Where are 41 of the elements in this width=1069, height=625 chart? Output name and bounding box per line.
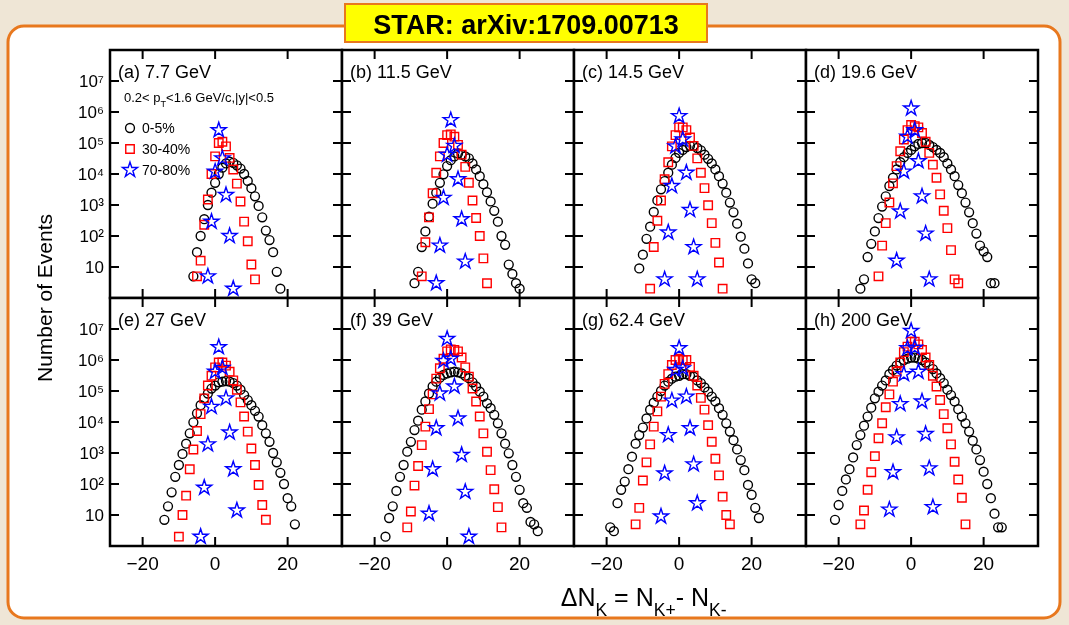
y-tick-label: 10⁶ bbox=[78, 351, 104, 370]
x-tick-label: 20 bbox=[509, 553, 531, 574]
text: (c) 14.5 GeV bbox=[582, 62, 685, 82]
y-tick-label: 10⁷ bbox=[78, 72, 104, 91]
y-tick-label: 10³ bbox=[79, 196, 105, 215]
legend-label: 30-40% bbox=[142, 141, 191, 157]
x-tick-label: 20 bbox=[277, 553, 299, 574]
y-tick-label: 10⁵ bbox=[78, 382, 104, 401]
text: (e) 27 GeV bbox=[118, 310, 207, 330]
y-tick-label: 10 bbox=[85, 506, 104, 525]
text: (b) 11.5 GeV bbox=[350, 62, 452, 82]
x-tick-label: 0 bbox=[209, 553, 221, 574]
x-tick-label: −20 bbox=[358, 553, 391, 574]
y-tick-label: 10 bbox=[85, 258, 104, 277]
text: STAR: arXiv:1709.00713 bbox=[373, 10, 679, 40]
y-tick-label: 10⁵ bbox=[78, 134, 104, 153]
y-tick-label: 10² bbox=[79, 227, 105, 246]
legend-label: 70-80% bbox=[142, 162, 191, 178]
x-tick-label: −20 bbox=[590, 553, 623, 574]
y-tick-label: 10⁷ bbox=[78, 320, 104, 339]
text: (d) 19.6 GeV bbox=[814, 62, 918, 82]
y-tick-label: 10⁴ bbox=[77, 413, 104, 432]
text: (g) 62.4 GeV bbox=[582, 310, 686, 330]
x-tick-label: 20 bbox=[973, 553, 995, 574]
y-tick-label: 10⁴ bbox=[77, 165, 104, 184]
text: (a) 7.7 GeV bbox=[118, 62, 212, 82]
legend-label: 0-5% bbox=[142, 120, 175, 136]
x-tick-label: −20 bbox=[126, 553, 159, 574]
x-tick-label: 0 bbox=[905, 553, 917, 574]
text: (h) 200 GeV bbox=[814, 310, 913, 330]
x-tick-label: −20 bbox=[822, 553, 855, 574]
x-tick-label: 20 bbox=[741, 553, 763, 574]
x-axis-title: ΔN$_{K}$ = N$_{K+}$- N$_{K-}$ bbox=[560, 583, 727, 620]
text: (f) 39 GeV bbox=[350, 310, 434, 330]
x-tick-label: 0 bbox=[441, 553, 453, 574]
y-axis-title: Number of Events bbox=[33, 213, 56, 383]
annotation: 0.2< p$_{T}$<1.6 GeV/c,|y|<0.5 bbox=[124, 90, 275, 109]
x-tick-label: 0 bbox=[673, 553, 685, 574]
y-tick-label: 10⁶ bbox=[78, 103, 104, 122]
y-tick-label: 10³ bbox=[79, 444, 105, 463]
y-tick-label: 10² bbox=[79, 475, 105, 494]
